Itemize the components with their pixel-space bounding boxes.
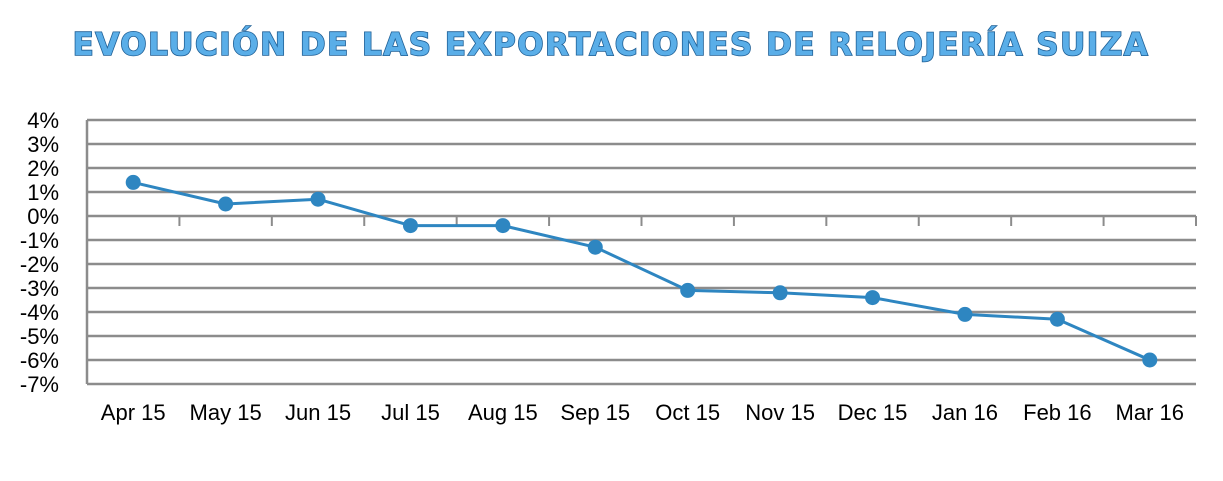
- y-tick-label: 1%: [27, 180, 59, 205]
- x-tick-label: Jun 15: [285, 400, 351, 425]
- x-tick-label: Jul 15: [381, 400, 440, 425]
- series-line: [132, 180, 1151, 362]
- x-tick-label: Mar 16: [1116, 400, 1184, 425]
- y-tick-label: -1%: [20, 228, 59, 253]
- data-point: [218, 196, 234, 212]
- data-point: [680, 282, 696, 298]
- axes: [85, 120, 1197, 384]
- y-tick-label: 2%: [27, 156, 59, 181]
- y-tick-label: 3%: [27, 132, 59, 157]
- data-point: [495, 218, 511, 234]
- y-tick-label: -2%: [20, 252, 59, 277]
- y-tick-label: 4%: [27, 108, 59, 133]
- data-point: [772, 285, 788, 301]
- x-tick-label: Oct 15: [655, 400, 720, 425]
- y-tick-label: -4%: [20, 300, 59, 325]
- data-point: [587, 239, 603, 255]
- x-tick-label: Sep 15: [560, 400, 630, 425]
- y-tick-label: -7%: [20, 372, 59, 397]
- series: [125, 174, 1158, 368]
- x-tick-label: May 15: [190, 400, 262, 425]
- x-tick-label: Dec 15: [838, 400, 908, 425]
- grid-lines: [87, 118, 1196, 386]
- data-point: [402, 218, 418, 234]
- data-point: [1049, 311, 1065, 327]
- data-point: [1142, 352, 1158, 368]
- y-axis-tick-labels: 4%3%2%1%0%-1%-2%-3%-4%-5%-6%-7%: [20, 108, 59, 397]
- x-tick-label: Nov 15: [745, 400, 815, 425]
- y-tick-label: -5%: [20, 324, 59, 349]
- x-axis-tick-labels: Apr 15 May 15 Jun 15 Jul 15 Aug 15 Sep 15 Oct …: [101, 400, 1184, 425]
- chart-title: EVOLUCIÓN DE LAS EXPORTACIONES DE RELOJE…: [73, 26, 1150, 63]
- y-tick-label: -6%: [20, 348, 59, 373]
- data-point: [310, 191, 326, 207]
- x-tick-label: Apr 15: [101, 400, 166, 425]
- data-point: [865, 290, 881, 306]
- x-tick-label: Aug 15: [468, 400, 538, 425]
- data-point: [957, 306, 973, 322]
- data-point: [125, 174, 141, 190]
- y-tick-label: -3%: [20, 276, 59, 301]
- x-tick-label: Feb 16: [1023, 400, 1092, 425]
- y-tick-label: 0%: [27, 204, 59, 229]
- x-tick-label: Jan 16: [932, 400, 998, 425]
